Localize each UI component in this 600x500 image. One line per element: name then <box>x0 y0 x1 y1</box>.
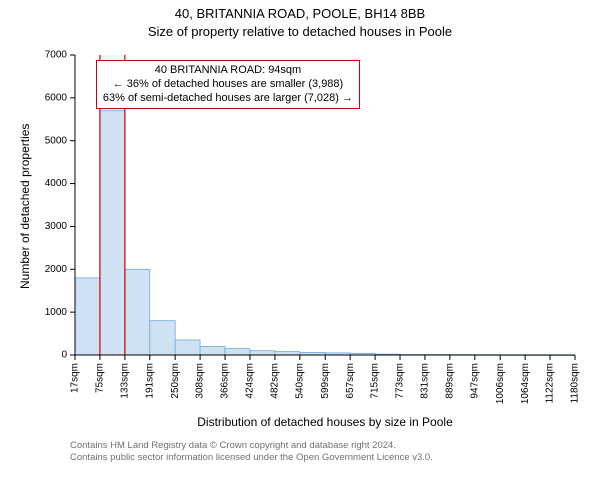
svg-text:75sqm: 75sqm <box>95 363 106 393</box>
svg-text:0: 0 <box>61 350 67 361</box>
svg-text:1064sqm: 1064sqm <box>520 363 531 404</box>
callout-line-2: ← 36% of detached houses are smaller (3,… <box>103 78 353 92</box>
svg-text:308sqm: 308sqm <box>195 363 206 399</box>
svg-text:1000: 1000 <box>45 307 68 318</box>
svg-text:1122sqm: 1122sqm <box>545 363 556 403</box>
svg-text:1006sqm: 1006sqm <box>495 363 506 404</box>
svg-text:6000: 6000 <box>45 92 68 103</box>
chart-container: 40, BRITANNIA ROAD, POOLE, BH14 8BB Size… <box>0 0 600 500</box>
svg-text:947sqm: 947sqm <box>469 363 480 399</box>
highlight-callout: 40 BRITANNIA ROAD: 94sqm ← 36% of detach… <box>96 60 360 109</box>
svg-text:3000: 3000 <box>45 221 68 232</box>
x-axis-label: Distribution of detached houses by size … <box>75 415 575 429</box>
footer-line-1: Contains HM Land Registry data © Crown c… <box>70 440 433 452</box>
svg-text:715sqm: 715sqm <box>370 363 381 399</box>
svg-text:831sqm: 831sqm <box>420 363 431 399</box>
attribution-footer: Contains HM Land Registry data © Crown c… <box>70 440 433 464</box>
svg-text:7000: 7000 <box>45 50 68 61</box>
svg-text:191sqm: 191sqm <box>144 363 155 399</box>
svg-text:366sqm: 366sqm <box>220 363 231 399</box>
y-axis-label: Number of detached properties <box>18 124 32 289</box>
svg-text:599sqm: 599sqm <box>320 363 331 399</box>
svg-text:4000: 4000 <box>45 178 68 189</box>
svg-text:657sqm: 657sqm <box>345 363 356 399</box>
svg-text:540sqm: 540sqm <box>294 363 305 399</box>
svg-text:133sqm: 133sqm <box>120 363 131 399</box>
svg-text:424sqm: 424sqm <box>245 363 256 399</box>
footer-line-2: Contains public sector information licen… <box>70 452 433 464</box>
callout-line-1: 40 BRITANNIA ROAD: 94sqm <box>103 64 353 78</box>
callout-line-3: 63% of semi-detached houses are larger (… <box>103 92 353 106</box>
svg-text:482sqm: 482sqm <box>270 363 281 399</box>
svg-text:5000: 5000 <box>45 135 68 146</box>
svg-text:250sqm: 250sqm <box>170 363 181 399</box>
svg-text:773sqm: 773sqm <box>395 363 406 399</box>
svg-text:2000: 2000 <box>45 264 68 275</box>
svg-text:17sqm: 17sqm <box>70 363 81 393</box>
svg-text:889sqm: 889sqm <box>445 363 456 399</box>
svg-text:1180sqm: 1180sqm <box>570 363 581 403</box>
